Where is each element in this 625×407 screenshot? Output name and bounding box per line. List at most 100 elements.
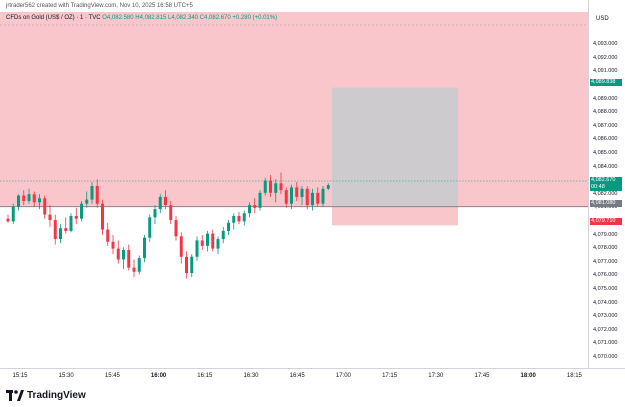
time-tick-label: 17:45 [474, 373, 490, 379]
chart-caption: jrtrader562 created with TradingView.com… [6, 3, 193, 9]
candle [90, 181, 94, 204]
time-tick-label: 17:15 [382, 373, 398, 379]
candle-body [127, 249, 131, 268]
candle-body [221, 230, 225, 240]
candle [32, 191, 36, 207]
price-tick-label: 4,072.000 [593, 326, 618, 333]
time-tick-label: 15:30 [58, 373, 74, 379]
candle-body [137, 258, 141, 272]
candle [316, 187, 320, 207]
candle [232, 213, 236, 230]
candle-body [169, 205, 173, 221]
candle-body [237, 215, 241, 222]
candle [179, 232, 183, 264]
candle-body [242, 213, 246, 222]
candle-body [69, 215, 73, 231]
candle-body [59, 228, 62, 240]
time-tick-label: 17:00 [335, 373, 351, 379]
price-tick-label: 4,076.000 [593, 272, 618, 279]
candle [17, 194, 20, 211]
candle-body [106, 229, 110, 242]
candle [274, 179, 278, 203]
projection-box [332, 87, 458, 207]
candle-body [53, 220, 57, 240]
candle-body [263, 180, 267, 193]
candle-body [32, 194, 36, 203]
time-tick-label: 15:15 [12, 373, 28, 379]
candle [38, 194, 41, 210]
candle-body [258, 192, 262, 208]
time-tick-label: 16:30 [243, 373, 259, 379]
candle-body [174, 220, 178, 237]
candle-body [43, 198, 47, 215]
candle [295, 181, 299, 201]
candle [269, 175, 272, 197]
candle [169, 201, 173, 225]
price-tick-label: 4,088.000 [593, 109, 618, 116]
candle [206, 230, 209, 252]
symbol-title[interactable]: CFDs on Gold (US$ / OZ) · 1 · TVC [6, 15, 101, 21]
profit-zone [0, 12, 588, 207]
candle-body [305, 188, 309, 206]
close-value: C4,082.670 [199, 15, 231, 21]
candle-body [64, 228, 68, 231]
candle [6, 214, 10, 223]
time-tick-label: 16:45 [289, 373, 305, 379]
price-tick-label: 4,075.000 [593, 285, 618, 292]
candle-body [153, 209, 157, 218]
candle [190, 254, 194, 278]
price-tick-label: 4,071.000 [593, 340, 618, 347]
candle-body [269, 180, 272, 193]
candle-body [27, 194, 31, 201]
candle [311, 188, 314, 211]
time-tick-label: 18:15 [566, 373, 582, 379]
currency-label: USD [596, 16, 609, 22]
candle-body [48, 214, 52, 221]
candle [11, 203, 15, 225]
candle-body [38, 198, 41, 203]
candle-body [11, 206, 15, 222]
time-tick-label: 16:15 [197, 373, 213, 379]
candle [200, 235, 204, 250]
candle [263, 177, 267, 196]
candle-body [311, 192, 314, 206]
candle-body [6, 218, 10, 222]
candle-body [122, 249, 125, 260]
candle [290, 184, 293, 210]
low-value: L4,082.340 [167, 15, 199, 21]
candle [248, 202, 251, 218]
stop-price-tag: 4,079.710 [590, 218, 622, 225]
candle [101, 199, 104, 235]
candle [258, 190, 262, 211]
candle-body [300, 188, 304, 197]
candle [116, 240, 120, 264]
candle-body [295, 187, 299, 197]
candle-body [211, 233, 215, 249]
price-tick-label: 4,092.000 [593, 54, 618, 61]
candle-body [74, 215, 78, 219]
candle [305, 186, 309, 210]
candle [253, 198, 257, 214]
tradingview-brand[interactable]: TradingView [6, 388, 86, 402]
symbol-legend: CFDs on Gold (US$ / OZ) · 1 · TVC O4,082… [6, 15, 277, 21]
candle [153, 205, 157, 225]
price-tick-label: 4,093.000 [593, 41, 618, 48]
candle [227, 220, 230, 235]
current-price-value: 4,082.670 [591, 177, 616, 183]
candle [143, 235, 146, 263]
candle-body [232, 215, 236, 223]
candle-body [284, 190, 288, 204]
price-tick-label: 4,085.000 [593, 149, 618, 156]
candle-body [143, 237, 146, 259]
candle [69, 213, 73, 233]
candle-body [90, 186, 94, 200]
candle-body [148, 217, 152, 238]
target-price-tag: 4,089.838 [590, 79, 622, 86]
candle [326, 183, 330, 191]
candle [43, 195, 47, 219]
candle [137, 255, 141, 275]
candle-body [279, 183, 283, 191]
candle [211, 229, 215, 252]
